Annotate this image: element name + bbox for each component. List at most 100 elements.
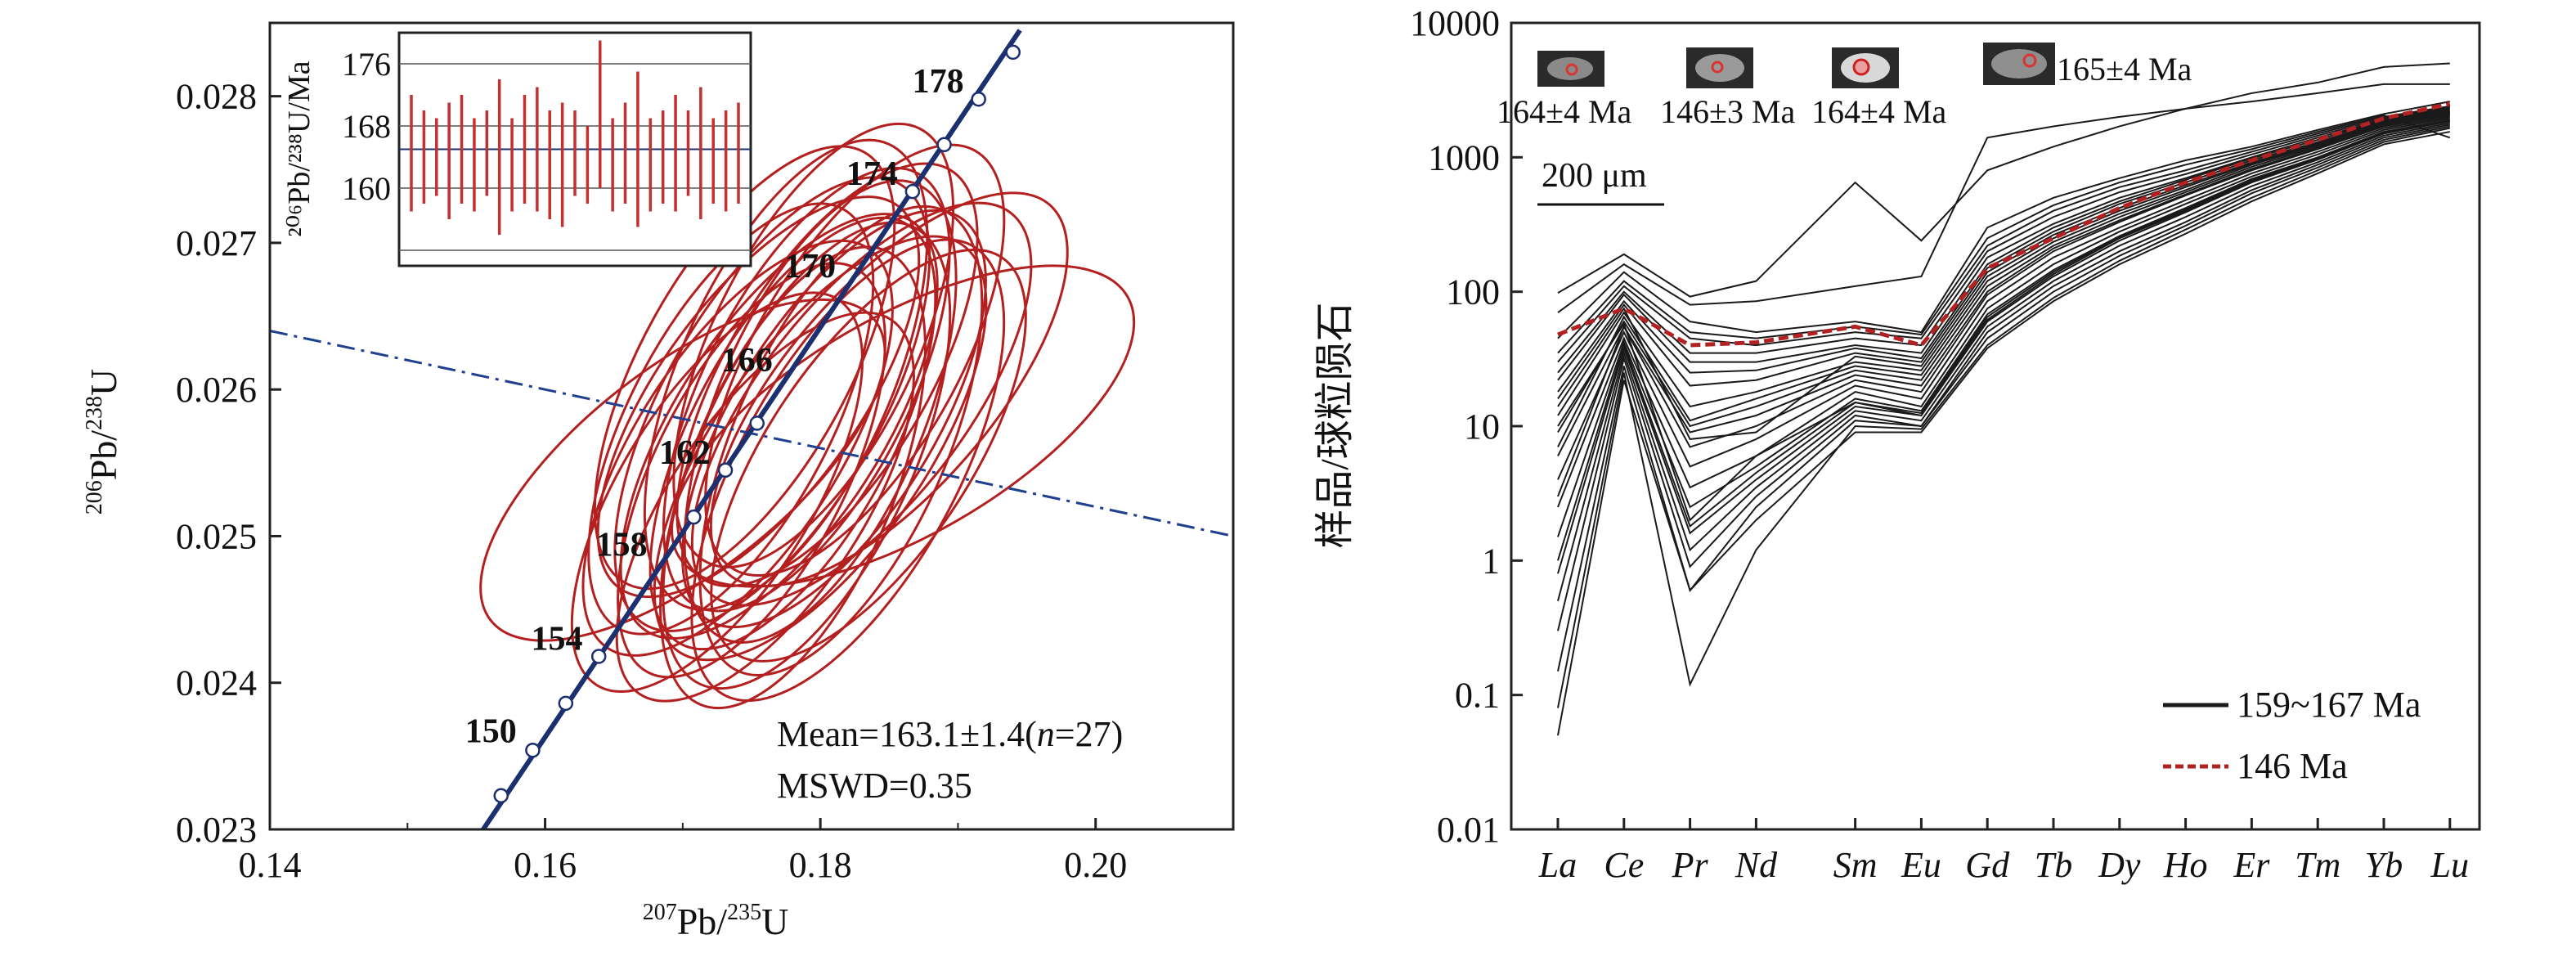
ree-line-159-167-ma xyxy=(1557,125,2450,672)
concordia-marker xyxy=(686,509,702,525)
error-ellipse xyxy=(643,138,929,611)
ree-y-tick-label: 100 xyxy=(1446,272,1500,312)
error-ellipse xyxy=(479,298,886,642)
error-ellipse xyxy=(709,191,1069,588)
y-tick-label: 0.027 xyxy=(176,223,257,263)
ree-line-159-167-ma xyxy=(1557,62,2450,298)
concordia-marker xyxy=(717,462,734,478)
concordia-age-label: 166 xyxy=(721,342,773,380)
ree-line-159-167-ma xyxy=(1557,119,2450,537)
crystal-age-label: 164±4 Ma xyxy=(1497,93,1632,130)
ree-x-tick-label: Er xyxy=(2233,845,2270,885)
inset-y-tick-label: 168 xyxy=(342,108,391,145)
ree-line-159-167-ma xyxy=(1557,131,2450,736)
concordia-marker xyxy=(749,416,765,431)
ree-chart: 0.01 0.1 1 10 100 1000 10000 La Ce Pr Nd Sm Eu Gd Tb D… xyxy=(1313,3,2481,885)
ree-line-159-167-ma xyxy=(1557,101,2450,339)
inset-y-axis-label: ²⁰⁶Pb/²³⁸U/Ma xyxy=(282,61,316,236)
ree-x-tick-label: Lu xyxy=(2430,845,2469,885)
ree-line-159-167-ma xyxy=(1557,124,2450,631)
ree-pattern-lines xyxy=(1557,62,2451,736)
crystal-age-label: 164±4 Ma xyxy=(1811,93,1947,130)
ree-x-tick-label: Pr xyxy=(1672,845,1709,885)
ree-x-tick-label: Sm xyxy=(1833,845,1878,885)
concordia-marker xyxy=(558,695,574,712)
mean-annotation: Mean=163.1±1.4(n=27) xyxy=(777,714,1123,754)
ree-y-axis-label: 样品/球粒陨石 xyxy=(1313,302,1357,548)
error-ellipse xyxy=(596,195,921,599)
ree-y-tick-label: 0.1 xyxy=(1455,676,1500,716)
concordia-chart: 150 154 158 162 166 170 174 178 160 168 176 ²⁰⁶Pb… xyxy=(82,21,1235,942)
ree-legend: 159~167 Ma 146 Ma xyxy=(2163,685,2421,786)
ree-line-159-167-ma xyxy=(1557,112,2450,447)
ree-y-tick-label: 1000 xyxy=(1428,137,1500,177)
ree-line-146-ma xyxy=(1557,101,2451,348)
ree-x-ticks: La Ce Pr Nd Sm Eu Gd Tb Dy Ho Er Tm Yb Lu xyxy=(1538,818,2469,885)
ree-line-159-167-ma xyxy=(1557,117,2450,508)
ree-line-159-167-ma xyxy=(1557,115,2450,456)
inset-y-tick-labels: 160 168 176 xyxy=(342,46,391,207)
x-tick-label: 0.18 xyxy=(789,845,852,885)
ree-line-159-167-ma xyxy=(1557,122,2450,602)
ree-y-tick-label: 10 xyxy=(1464,407,1500,447)
zircon-cl-images: 164±4 Ma 146±3 Ma 164±4 Ma 165±4 Ma 200 … xyxy=(1497,43,2192,206)
concordia-age-label: 150 xyxy=(465,712,517,750)
crystal-age-label: 146±3 Ma xyxy=(1660,93,1796,130)
ree-line-159-167-ma xyxy=(1557,115,2450,480)
error-ellipse xyxy=(672,122,955,568)
zircon-crystal-image xyxy=(1686,47,1753,88)
error-ellipse xyxy=(659,245,927,710)
ree-line-159-167-ma xyxy=(1557,119,2450,561)
ree-line-159-167-ma xyxy=(1557,106,2450,374)
ree-line-159-167-ma xyxy=(1557,113,2450,434)
ree-y-tick-label: 10000 xyxy=(1410,3,1500,43)
inset-error-bars xyxy=(410,40,740,235)
concordia-marker xyxy=(525,742,541,758)
concordia-age-label: 158 xyxy=(596,527,648,564)
concordia-marker xyxy=(971,91,986,107)
ree-line-159-167-ma xyxy=(1557,120,2450,574)
concordia-age-markers xyxy=(493,44,1021,804)
concordia-x-axis-label: 207Pb/235U xyxy=(643,900,789,942)
zircon-crystal-image xyxy=(1983,43,2055,85)
ree-x-tick-label: Gd xyxy=(1965,845,2010,885)
x-tick-label: 0.20 xyxy=(1064,845,1127,885)
y-tick-label: 0.028 xyxy=(176,77,257,117)
ree-x-tick-label: Ce xyxy=(1604,845,1644,885)
y-tick-label: 0.023 xyxy=(176,810,257,850)
y-tick-label: 0.025 xyxy=(176,516,257,556)
ree-x-tick-label: Tb xyxy=(2035,845,2072,885)
crystal-age-label: 165±4 Ma xyxy=(2057,51,2192,88)
ree-x-tick-label: Tm xyxy=(2295,845,2340,885)
concordia-age-label: 170 xyxy=(784,248,836,285)
error-ellipses xyxy=(479,122,1136,710)
ree-x-tick-label: Eu xyxy=(1901,845,1941,885)
error-ellipse xyxy=(710,248,1027,663)
concordia-y-ticks: 0.023 0.024 0.025 0.026 0.027 0.028 xyxy=(176,77,281,850)
concordia-plot-area xyxy=(270,29,1233,829)
concordia-age-label: 162 xyxy=(659,434,711,472)
ree-x-tick-label: La xyxy=(1538,845,1577,885)
concordia-y-axis-label: 206Pb/238U xyxy=(82,369,124,515)
inset-y-tick-label: 176 xyxy=(342,46,391,83)
ree-line-159-167-ma xyxy=(1557,105,2450,363)
ree-line-159-167-ma xyxy=(1557,107,2450,381)
zircon-crystal-image xyxy=(1832,47,1899,88)
concordia-age-label: 178 xyxy=(913,63,964,101)
legend-label-146-ma: 146 Ma xyxy=(2237,746,2348,786)
concordia-age-label: 154 xyxy=(532,620,583,658)
ree-line-159-167-ma xyxy=(1557,114,2450,497)
x-tick-label: 0.14 xyxy=(239,845,302,885)
y-tick-label: 0.026 xyxy=(176,370,257,410)
ree-line-159-167-ma xyxy=(1557,111,2450,416)
inset-y-tick-label: 160 xyxy=(342,170,391,207)
ree-x-tick-label: Yb xyxy=(2365,845,2403,885)
error-ellipse xyxy=(617,262,886,679)
concordia-marker xyxy=(590,649,607,664)
ree-plot-area xyxy=(1557,62,2451,736)
mswd-annotation: MSWD=0.35 xyxy=(777,766,972,806)
error-ellipse xyxy=(593,145,896,591)
ree-y-ticks: 0.01 0.1 1 10 100 1000 10000 xyxy=(1410,3,1523,850)
concordia-marker xyxy=(1005,44,1021,61)
